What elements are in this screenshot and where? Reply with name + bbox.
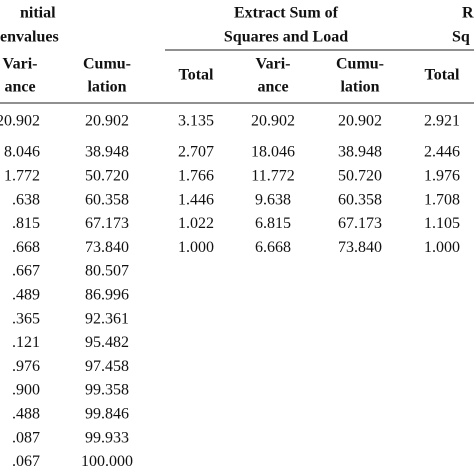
cell: 20.902 <box>338 113 382 130</box>
cell: 20.902 <box>85 113 129 130</box>
cell: 3.135 <box>178 113 214 130</box>
header-text: envalues <box>0 29 59 46</box>
cell: 18.046 <box>251 144 295 161</box>
cell: 1.105 <box>424 215 460 232</box>
cell: 92.361 <box>85 310 129 327</box>
cell: 67.173 <box>85 215 129 232</box>
cell: 1.766 <box>178 167 214 184</box>
cell: 73.840 <box>338 239 382 256</box>
column-header: lation <box>87 79 126 96</box>
cell: .121 <box>12 334 40 351</box>
header-text: Extract Sum of <box>234 5 339 22</box>
cell: .489 <box>12 286 40 303</box>
cell: 50.720 <box>85 167 129 184</box>
column-header: Vari- <box>3 56 38 73</box>
cell: .488 <box>12 405 40 422</box>
header-text: nitial <box>20 5 56 22</box>
cell: 2.707 <box>178 144 214 161</box>
cell: 1.000 <box>178 239 214 256</box>
cell: 38.948 <box>85 144 129 161</box>
cell: 50.720 <box>338 167 382 184</box>
cell: 6.815 <box>255 215 291 232</box>
cell: .087 <box>12 429 40 446</box>
cell: 60.358 <box>85 191 129 208</box>
cell: 86.996 <box>85 286 129 303</box>
header-text: Sq <box>452 29 470 46</box>
cell: .815 <box>12 215 40 232</box>
cell: 9.638 <box>255 191 291 208</box>
cell: 99.933 <box>85 429 129 446</box>
cell: 2.921 <box>424 113 460 130</box>
cell: 95.482 <box>85 334 129 351</box>
cell: 2.446 <box>424 144 460 161</box>
cell: 73.840 <box>85 239 129 256</box>
column-header: Total <box>425 67 461 84</box>
cell: .638 <box>12 191 40 208</box>
cell: .667 <box>12 263 40 280</box>
cell: 38.948 <box>338 144 382 161</box>
cell: .365 <box>12 310 40 327</box>
cell: 8.046 <box>4 144 40 161</box>
cell: .976 <box>12 358 40 375</box>
cell: .900 <box>12 382 40 399</box>
cell: 80.507 <box>85 263 129 280</box>
cell: 20.902 <box>251 113 295 130</box>
column-header: ance <box>4 79 35 96</box>
cell: .067 <box>12 453 40 470</box>
column-header: ance <box>257 79 288 96</box>
header-text: Squares and Load <box>224 29 348 46</box>
header-text: R <box>462 5 474 22</box>
cell: 20.902 <box>0 113 40 130</box>
cell: 11.772 <box>251 167 294 184</box>
cell: 97.458 <box>85 358 129 375</box>
cell: 99.846 <box>85 405 129 422</box>
cell: 6.668 <box>255 239 291 256</box>
cell: 60.358 <box>338 191 382 208</box>
cell: 1.022 <box>178 215 214 232</box>
cell: .668 <box>12 239 40 256</box>
cell: 1.976 <box>424 167 460 184</box>
cell: 1.708 <box>424 191 460 208</box>
cell: 99.358 <box>85 382 129 399</box>
cell: 1.000 <box>424 239 460 256</box>
column-header: Cumu- <box>336 56 384 73</box>
cell: 1.446 <box>178 191 214 208</box>
column-header: lation <box>340 79 379 96</box>
cell: 1.772 <box>4 167 40 184</box>
column-header: Cumu- <box>83 56 131 73</box>
cell: 100.000 <box>81 453 133 470</box>
cell: 67.173 <box>338 215 382 232</box>
column-header: Vari- <box>256 56 291 73</box>
column-header: Total <box>179 67 215 84</box>
